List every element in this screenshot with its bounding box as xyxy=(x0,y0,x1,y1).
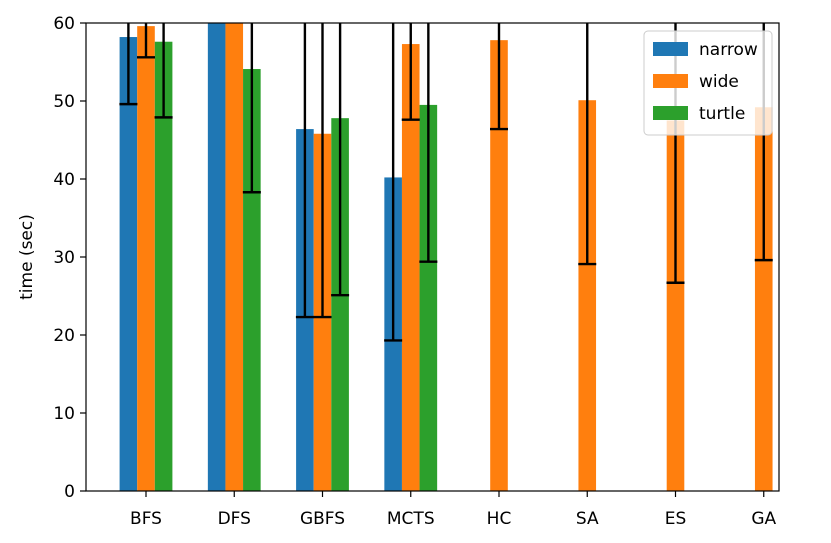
legend: narrow wide turtle xyxy=(643,30,773,136)
y-tick-label: 0 xyxy=(64,482,75,502)
legend-label-turtle: turtle xyxy=(699,104,745,124)
x-tick-label: GA xyxy=(751,509,776,529)
x-tick-label: BFS xyxy=(130,509,162,529)
bar-wide xyxy=(225,23,244,491)
y-tick-label: 40 xyxy=(53,170,75,190)
bar-turtle xyxy=(331,118,349,491)
bar-turtle xyxy=(419,104,438,491)
bar-narrow xyxy=(119,37,138,491)
legend-swatch-narrow xyxy=(653,42,688,56)
bar-wide xyxy=(137,26,155,491)
bar-wide xyxy=(490,40,508,491)
y-tick-label: 60 xyxy=(53,14,75,34)
y-tick-label: 50 xyxy=(53,92,75,112)
bar-wide xyxy=(754,107,773,491)
x-tick-label: MCTS xyxy=(387,509,435,529)
bar-wide xyxy=(578,100,597,491)
bar-wide xyxy=(401,44,420,491)
legend-swatch-turtle xyxy=(653,106,688,120)
y-tick-label: 30 xyxy=(53,248,75,268)
legend-swatch-wide xyxy=(653,74,688,88)
x-tick-label: HC xyxy=(487,509,512,529)
x-tick-label: DFS xyxy=(218,509,251,529)
bar-turtle xyxy=(243,69,261,491)
y-axis: 0 10 20 30 40 50 60 xyxy=(53,14,86,502)
y-tick-label: 20 xyxy=(53,326,75,346)
y-axis-label: time (sec) xyxy=(17,214,37,300)
x-axis: BFS DFS GBFS MCTS HC SA ES GA xyxy=(130,491,777,529)
x-tick-label: SA xyxy=(576,509,599,529)
bar-narrow xyxy=(207,23,226,491)
legend-label-narrow: narrow xyxy=(699,40,758,60)
legend-label-wide: wide xyxy=(699,72,739,92)
bar-wide xyxy=(666,120,685,491)
x-tick-label: GBFS xyxy=(300,509,345,529)
error-bars-layer xyxy=(119,23,773,342)
x-tick-label: ES xyxy=(665,509,687,529)
bar-turtle xyxy=(154,41,173,491)
y-tick-label: 10 xyxy=(53,404,75,424)
